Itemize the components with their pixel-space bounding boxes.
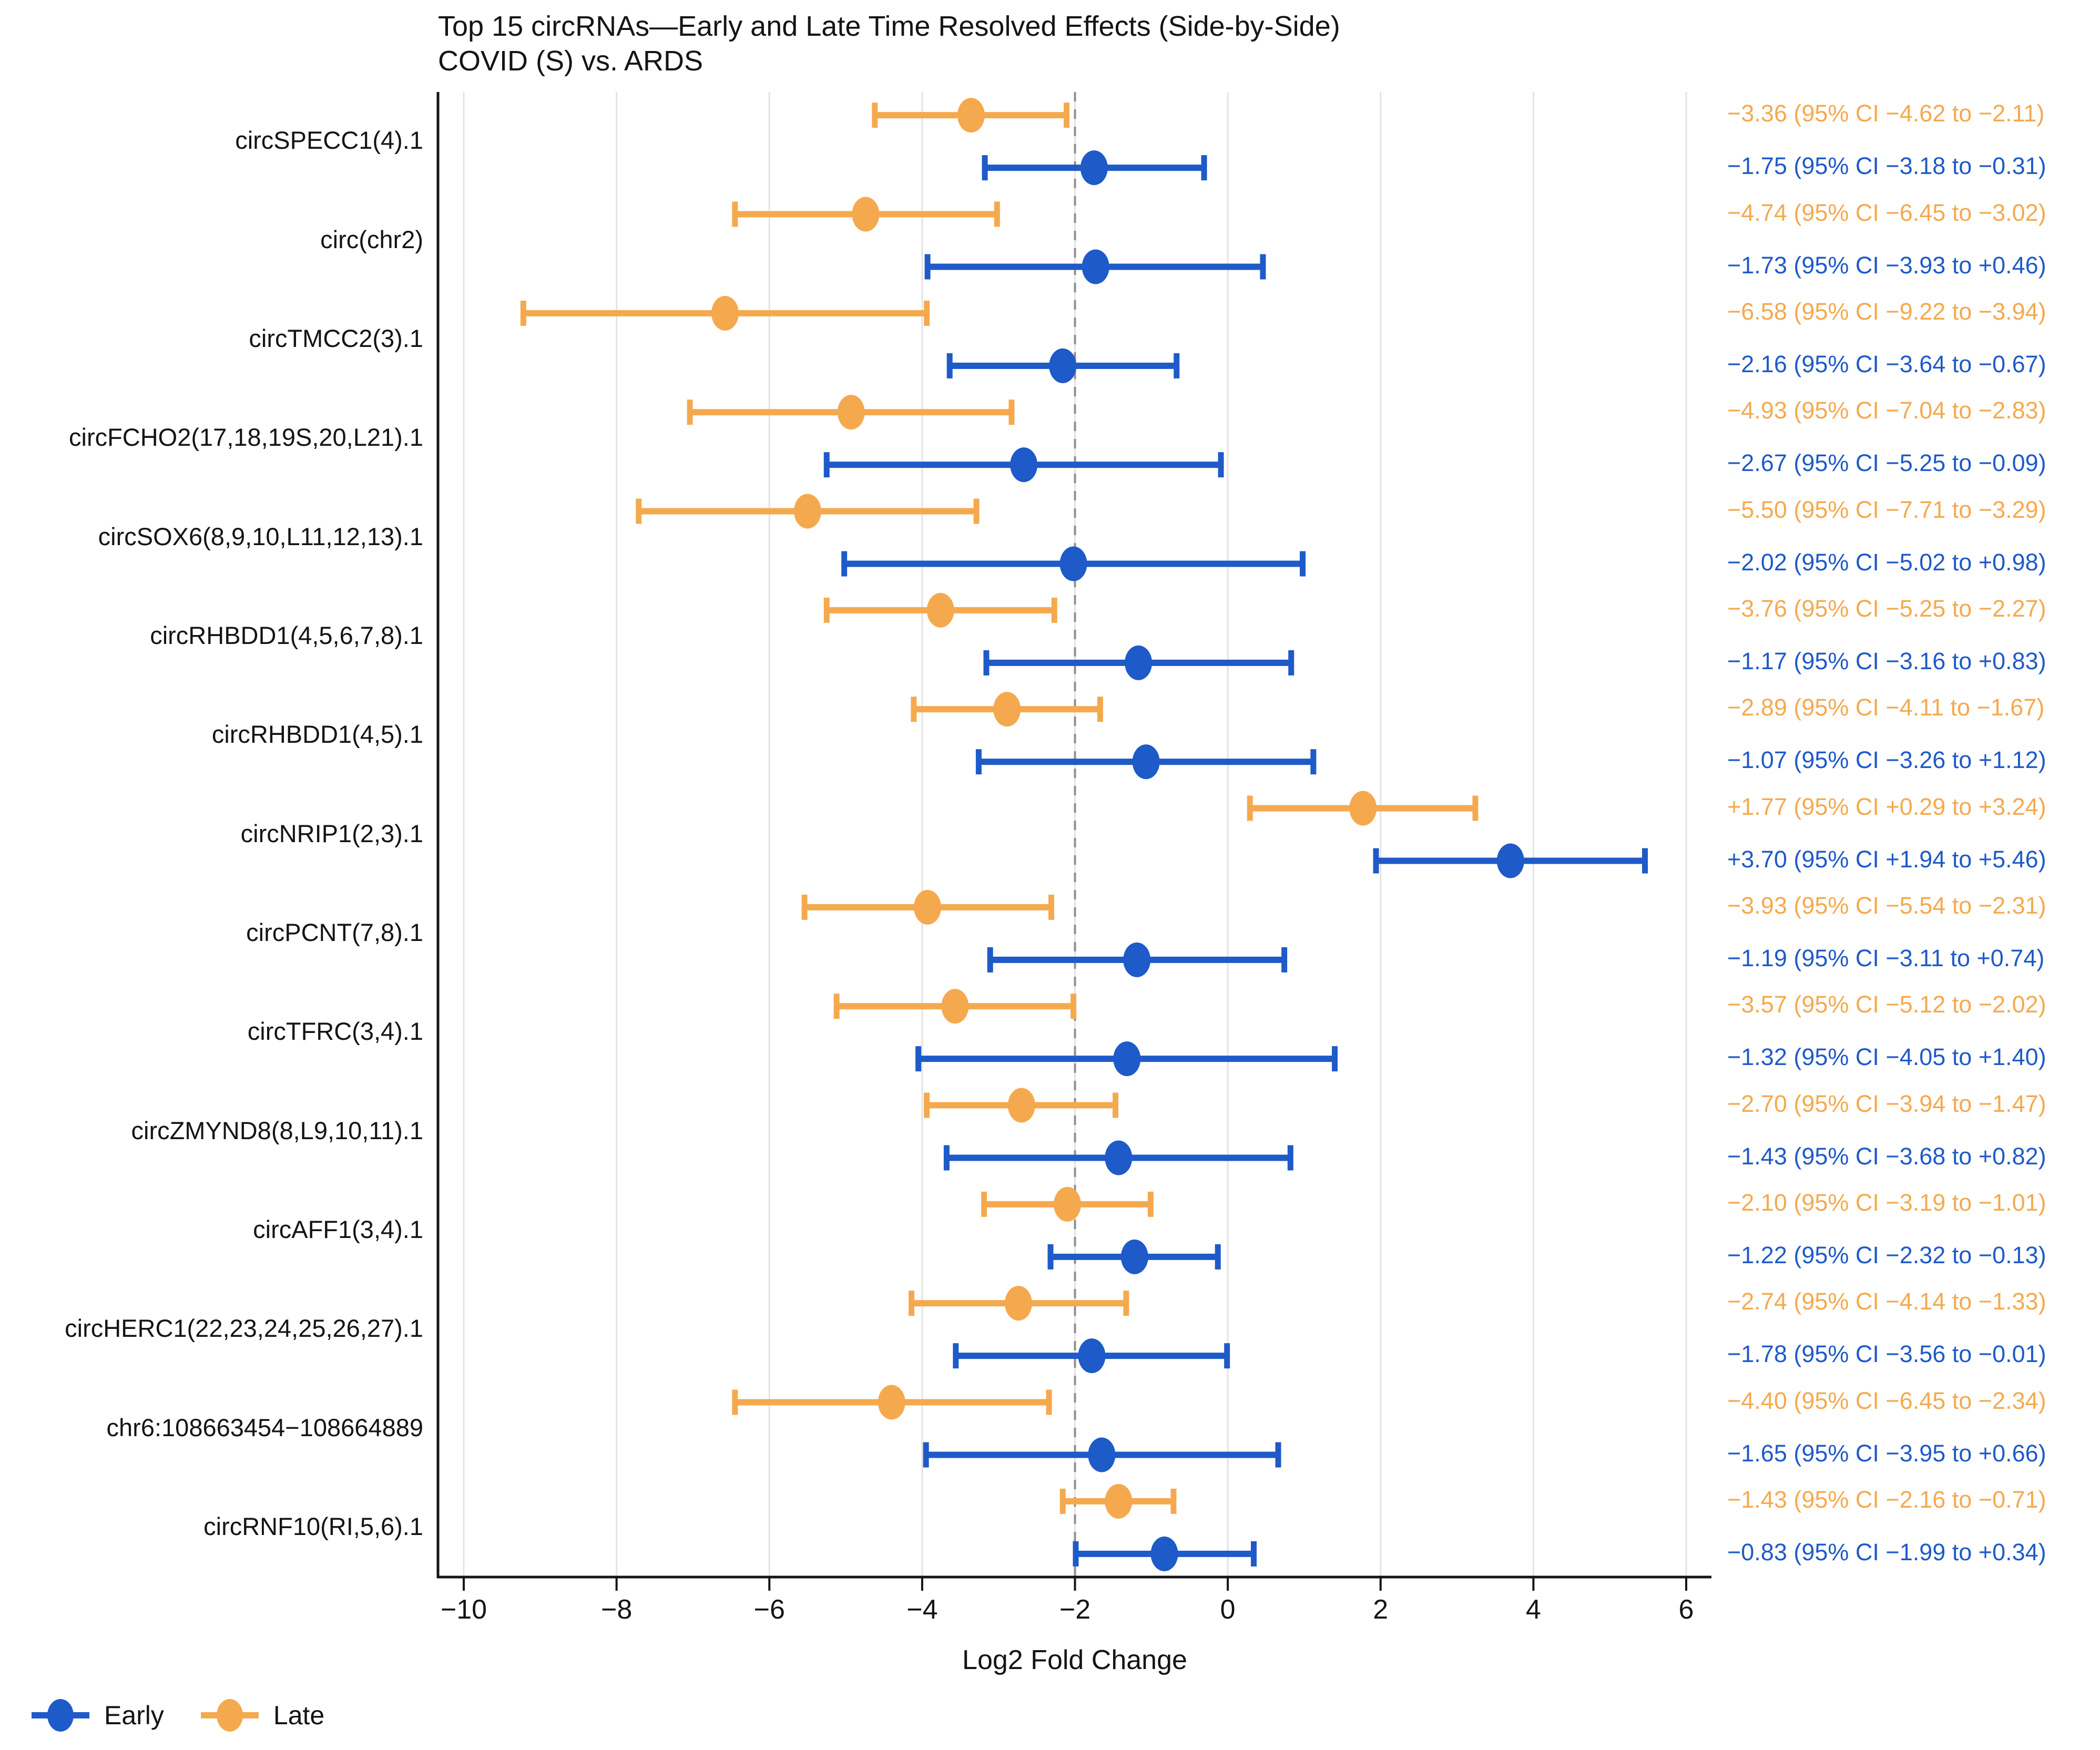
early-ci-annotation: −1.75 (95% CI −3.18 to −0.31) bbox=[1727, 152, 2046, 180]
legend: Early Late bbox=[32, 1697, 324, 1734]
row-label: circHERC1(22,23,24,25,26,27).1 bbox=[65, 1314, 423, 1343]
early-ci-annotation: −1.73 (95% CI −3.93 to +0.46) bbox=[1727, 251, 2046, 279]
x-tick-label: 4 bbox=[1525, 1594, 1541, 1625]
early-marker bbox=[1059, 546, 1087, 581]
late-marker bbox=[1053, 1186, 1081, 1222]
late-ci-annotation: −1.43 (95% CI −2.16 to −0.71) bbox=[1727, 1486, 2046, 1513]
late-marker bbox=[1349, 791, 1377, 826]
late-marker bbox=[941, 989, 969, 1024]
late-ci-annotation: −3.57 (95% CI −5.12 to −2.02) bbox=[1727, 991, 2046, 1018]
late-marker bbox=[1105, 1483, 1133, 1519]
late-ci-annotation: −6.58 (95% CI −9.22 to −3.94) bbox=[1727, 298, 2046, 325]
late-ci-annotation: −2.10 (95% CI −3.19 to −1.01) bbox=[1727, 1189, 2046, 1216]
late-ci-annotation: −3.76 (95% CI −5.25 to −2.27) bbox=[1727, 595, 2046, 622]
late-marker bbox=[993, 692, 1021, 727]
row-label: circRHBDD1(4,5).1 bbox=[211, 720, 423, 749]
x-tick-label: −6 bbox=[753, 1594, 785, 1625]
late-ci-annotation: −3.36 (95% CI −4.62 to −2.11) bbox=[1727, 100, 2045, 127]
early-ci-annotation: −1.17 (95% CI −3.16 to +0.83) bbox=[1727, 647, 2046, 674]
chart-title: Top 15 circRNAs—Early and Late Time Reso… bbox=[438, 11, 1340, 42]
row-label: chr6:108663454−108664889 bbox=[106, 1413, 423, 1441]
late-marker bbox=[837, 395, 865, 430]
row-label: circSOX6(8,9,10,L11,12,13).1 bbox=[98, 522, 423, 550]
early-marker bbox=[1105, 1140, 1133, 1175]
early-marker bbox=[1010, 447, 1038, 483]
row-label: circ(chr2) bbox=[320, 225, 423, 253]
x-tick-label: 0 bbox=[1220, 1594, 1236, 1625]
early-marker bbox=[1080, 150, 1108, 186]
early-marker bbox=[1049, 348, 1077, 383]
late-ci-annotation: −4.93 (95% CI −7.04 to −2.83) bbox=[1727, 397, 2046, 424]
row-label: circZMYND8(8,L9,10,11).1 bbox=[131, 1116, 424, 1144]
early-ci-annotation: −2.02 (95% CI −5.02 to +0.98) bbox=[1727, 548, 2046, 576]
late-ci-annotation: −3.93 (95% CI −5.54 to −2.31) bbox=[1727, 892, 2046, 919]
late-marker bbox=[1004, 1286, 1032, 1321]
legend-item-early[interactable]: Early bbox=[32, 1697, 164, 1734]
late-ci-annotation: −4.74 (95% CI −6.45 to −3.02) bbox=[1727, 199, 2046, 226]
late-ci-annotation: −5.50 (95% CI −7.71 to −3.29) bbox=[1727, 496, 2046, 523]
early-ci-annotation: −1.78 (95% CI −3.56 to −0.01) bbox=[1727, 1340, 2046, 1368]
early-marker bbox=[1078, 1338, 1106, 1374]
row-label: circRNF10(RI,5,6).1 bbox=[203, 1512, 423, 1540]
late-marker bbox=[1007, 1088, 1035, 1123]
legend-label-early: Early bbox=[104, 1701, 164, 1730]
early-ci-annotation: −1.43 (95% CI −3.68 to +0.82) bbox=[1727, 1142, 2046, 1170]
late-marker bbox=[926, 592, 954, 628]
x-tick-label: 6 bbox=[1678, 1594, 1694, 1625]
early-ci-annotation: −1.19 (95% CI −3.11 to +0.74) bbox=[1727, 944, 2045, 971]
early-marker bbox=[1496, 843, 1524, 878]
late-marker bbox=[957, 98, 985, 133]
early-ci-annotation: −0.83 (95% CI −1.99 to +0.34) bbox=[1727, 1538, 2046, 1565]
late-marker bbox=[914, 889, 942, 925]
early-marker bbox=[1125, 645, 1153, 680]
x-tick-label: −10 bbox=[440, 1594, 487, 1625]
early-ci-annotation: −2.67 (95% CI −5.25 to −0.09) bbox=[1727, 449, 2046, 477]
x-tick-label: −8 bbox=[600, 1594, 633, 1625]
early-marker bbox=[1132, 744, 1160, 780]
early-legend-marker-icon bbox=[32, 1699, 89, 1732]
early-ci-annotation: +3.70 (95% CI +1.94 to +5.46) bbox=[1727, 845, 2046, 873]
late-marker bbox=[852, 197, 880, 232]
early-ci-annotation: −1.32 (95% CI −4.05 to +1.40) bbox=[1727, 1043, 2046, 1071]
chart-subtitle: COVID (S) vs. ARDS bbox=[438, 45, 704, 77]
early-marker bbox=[1120, 1239, 1148, 1274]
late-ci-annotation: −2.89 (95% CI −4.11 to −1.67) bbox=[1727, 694, 2045, 721]
x-tick-label: −2 bbox=[1059, 1594, 1091, 1625]
late-ci-annotation: −4.40 (95% CI −6.45 to −2.34) bbox=[1727, 1387, 2046, 1414]
row-label: circAFF1(3,4).1 bbox=[253, 1215, 423, 1243]
row-label: circSPECC1(4).1 bbox=[235, 126, 423, 155]
early-ci-annotation: −1.65 (95% CI −3.95 to +0.66) bbox=[1727, 1439, 2046, 1467]
legend-item-late[interactable]: Late bbox=[200, 1697, 325, 1734]
early-marker bbox=[1123, 942, 1151, 977]
row-label: circPCNT(7,8).1 bbox=[246, 918, 423, 946]
x-tick-label: −4 bbox=[906, 1594, 938, 1625]
legend-label-late: Late bbox=[273, 1701, 325, 1730]
early-ci-annotation: −1.07 (95% CI −3.26 to +1.12) bbox=[1727, 746, 2046, 774]
x-axis-title: Log2 Fold Change bbox=[962, 1645, 1187, 1675]
late-legend-marker-icon bbox=[200, 1699, 259, 1732]
late-marker bbox=[878, 1385, 905, 1420]
early-marker bbox=[1150, 1536, 1178, 1571]
late-marker bbox=[793, 494, 821, 529]
row-label: circTMCC2(3).1 bbox=[249, 324, 423, 352]
late-marker bbox=[711, 295, 739, 331]
late-ci-annotation: −2.70 (95% CI −3.94 to −1.47) bbox=[1727, 1090, 2046, 1117]
row-label: circTFRC(3,4).1 bbox=[247, 1017, 423, 1046]
early-ci-annotation: −2.16 (95% CI −3.64 to −0.67) bbox=[1727, 350, 2046, 377]
row-label: circNRIP1(2,3).1 bbox=[240, 819, 423, 847]
early-marker bbox=[1088, 1437, 1116, 1472]
late-ci-annotation: −2.74 (95% CI −4.14 to −1.33) bbox=[1727, 1288, 2046, 1315]
early-ci-annotation: −1.22 (95% CI −2.32 to −0.13) bbox=[1727, 1241, 2046, 1268]
x-tick-label: 2 bbox=[1373, 1594, 1389, 1625]
late-ci-annotation: +1.77 (95% CI +0.29 to +3.24) bbox=[1727, 793, 2046, 820]
early-marker bbox=[1113, 1041, 1141, 1077]
row-label: circRHBDD1(4,5,6,7,8).1 bbox=[150, 621, 423, 649]
early-marker bbox=[1082, 249, 1109, 284]
row-label: circFCHO2(17,18,19S,20,L21).1 bbox=[69, 423, 423, 452]
